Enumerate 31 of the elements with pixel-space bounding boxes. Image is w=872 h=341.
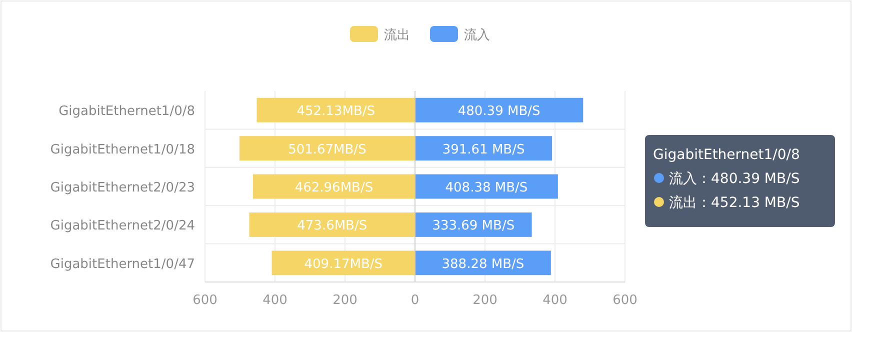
y-tick-label: GigabitEthernet1/0/47 [50,256,195,272]
bar [239,136,415,161]
data-label: 388.28 MB/S [442,256,524,272]
data-label: 452.13MB/S [296,104,376,120]
bar [256,98,415,122]
x-tick-label: 400 [262,293,288,308]
data-label: 333.69 MB/S [432,218,515,234]
tooltip: GigabitEthernet1/0/8 流入：480.39 MB/S 流出：452.13 MB/S [645,135,835,227]
data-label: 480.39 MB/S [458,104,540,120]
bar [272,250,415,276]
y-tick-label: GigabitEthernet2/0/23 [50,180,195,196]
x-tick-label: 200 [332,293,358,308]
x-tick-label: 200 [472,293,498,308]
bar [415,136,552,161]
data-label: 473.6MB/S [297,218,368,234]
y-tick-label: GigabitEthernet1/0/18 [50,142,195,158]
data-label: 408.38 MB/S [445,180,528,196]
x-tick-label: 0 [410,293,420,308]
data-label: 501.67MB/S [288,142,366,158]
bar [415,98,584,122]
bar [249,212,415,237]
x-tick-label: 400 [542,293,568,308]
y-tick-label: GigabitEthernet2/0/24 [50,218,195,234]
y-tick-label: GigabitEthernet1/0/8 [58,104,195,120]
data-label: 409.17MB/S [304,256,383,272]
legend-label: 流出 [384,27,410,43]
data-label: 391.61 MB/S [442,142,525,158]
x-tick-label: 600 [612,293,638,308]
legend-label: 流入 [464,27,490,43]
data-label: 462.96MB/S [294,180,374,196]
x-tick-label: 600 [192,293,218,308]
